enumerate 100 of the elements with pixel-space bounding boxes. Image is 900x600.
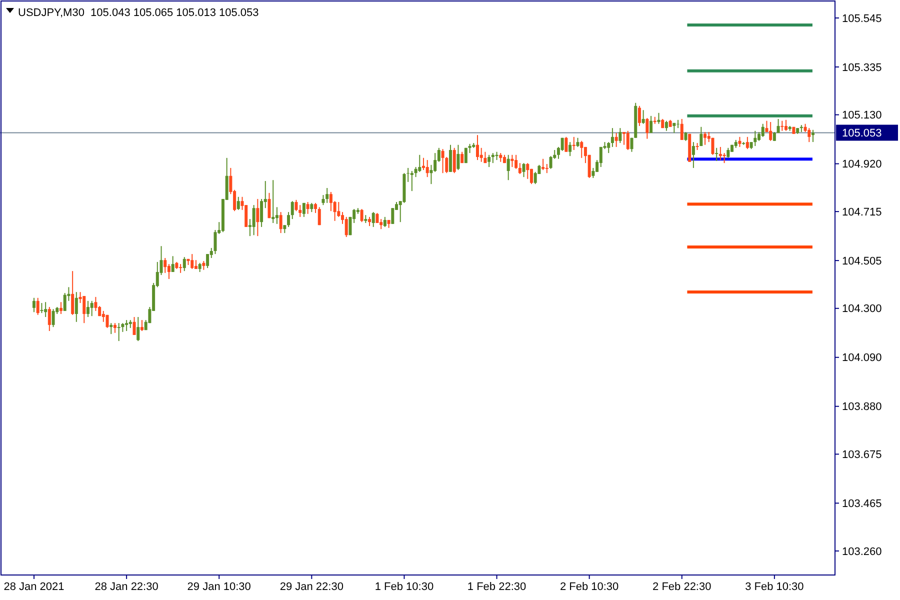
candlestick (74, 292, 78, 322)
candlestick (448, 144, 452, 172)
candlestick (164, 257, 167, 274)
candlestick (86, 300, 90, 318)
candlestick (136, 316, 140, 342)
candlestick (383, 216, 386, 228)
candlestick (125, 320, 128, 332)
candlestick (52, 308, 55, 328)
candlestick (82, 296, 86, 324)
candlestick (167, 264, 170, 280)
candlestick (726, 147, 730, 158)
candlestick (287, 212, 290, 228)
candlestick (132, 316, 136, 336)
candlestick (268, 192, 271, 219)
candlestick (630, 137, 634, 152)
candlestick (391, 208, 394, 224)
candlestick (700, 126, 703, 147)
candlestick (236, 196, 240, 210)
y-tick-label: 104.300 (842, 303, 882, 316)
candlestick (294, 199, 298, 212)
candlestick (256, 198, 260, 237)
candlestick (518, 162, 522, 175)
x-tick-label: 29 Jan 22:30 (280, 581, 344, 593)
candlestick (452, 147, 456, 174)
candlestick (106, 314, 109, 328)
x-tick-label: 28 Jan 2021 (4, 581, 64, 593)
candlestick (32, 297, 36, 313)
candlestick (491, 152, 494, 164)
candlestick (510, 154, 514, 168)
candlestick (618, 128, 622, 144)
candlestick (110, 322, 113, 335)
candlestick (298, 204, 302, 218)
candlestick (480, 147, 483, 162)
candlestick (530, 168, 533, 185)
candlestick (90, 300, 94, 317)
candlestick (275, 206, 278, 224)
candlestick (564, 136, 568, 152)
candlestick (476, 134, 479, 161)
y-tick-label: 104.715 (842, 206, 882, 218)
candlestick (44, 302, 48, 318)
y-tick-label: 104.505 (842, 255, 882, 268)
candlestick (337, 202, 340, 218)
candlestick (456, 144, 460, 171)
candlestick (761, 123, 764, 138)
candlestick (506, 154, 510, 181)
candlestick (542, 158, 545, 171)
candlestick (326, 188, 329, 204)
candlestick (360, 208, 364, 223)
candlestick (676, 119, 680, 129)
candlestick (206, 254, 210, 269)
candlestick (368, 216, 372, 227)
candlestick (314, 202, 318, 214)
candlestick (318, 206, 321, 226)
candlestick (441, 148, 444, 174)
candlestick (48, 306, 51, 332)
candlestick (190, 254, 194, 270)
candlestick (808, 128, 811, 143)
candlestick (560, 137, 564, 152)
candlestick (244, 204, 248, 228)
x-tick-label: 1 Feb 22:30 (467, 581, 526, 593)
candlestick (657, 112, 660, 124)
candlestick (610, 128, 614, 148)
y-tick-label: 104.920 (842, 158, 882, 171)
candlestick (422, 157, 425, 171)
candlestick (576, 137, 580, 148)
candlestick (36, 297, 40, 316)
candlestick (468, 143, 472, 154)
candlestick (426, 160, 429, 178)
candlestick (568, 142, 572, 157)
candlestick (182, 256, 186, 272)
candlestick (646, 118, 649, 140)
candlestick (322, 194, 325, 206)
candlestick (626, 130, 630, 150)
text: USDJPY,M30 105.043 105.065 105.013 105.053 (18, 7, 259, 19)
candlestick (638, 105, 641, 126)
x-tick-label: 1 Feb 10:30 (374, 581, 434, 593)
y-tick-label: 105.130 (842, 110, 882, 122)
candlestick (40, 302, 44, 314)
candlestick (680, 118, 684, 140)
candlestick (260, 198, 264, 228)
candlestick (812, 129, 814, 143)
candlestick (488, 154, 491, 168)
candlestick (607, 142, 610, 154)
candlestick (545, 163, 548, 174)
candlestick (406, 167, 410, 182)
candlestick (310, 202, 314, 213)
candlestick (718, 146, 722, 161)
candlestick (522, 162, 526, 178)
candlestick (410, 170, 414, 192)
candlestick (780, 120, 784, 132)
candlestick (113, 322, 116, 334)
y-tick-label: 103.880 (842, 401, 882, 414)
candlestick (769, 122, 772, 142)
candlestick (179, 264, 182, 274)
candlestick (306, 202, 310, 214)
candlestick (279, 212, 282, 234)
x-tick-label: 3 Feb 10:30 (745, 581, 804, 593)
candlestick (140, 320, 144, 332)
candlestick (59, 302, 62, 314)
candlestick (372, 212, 375, 228)
